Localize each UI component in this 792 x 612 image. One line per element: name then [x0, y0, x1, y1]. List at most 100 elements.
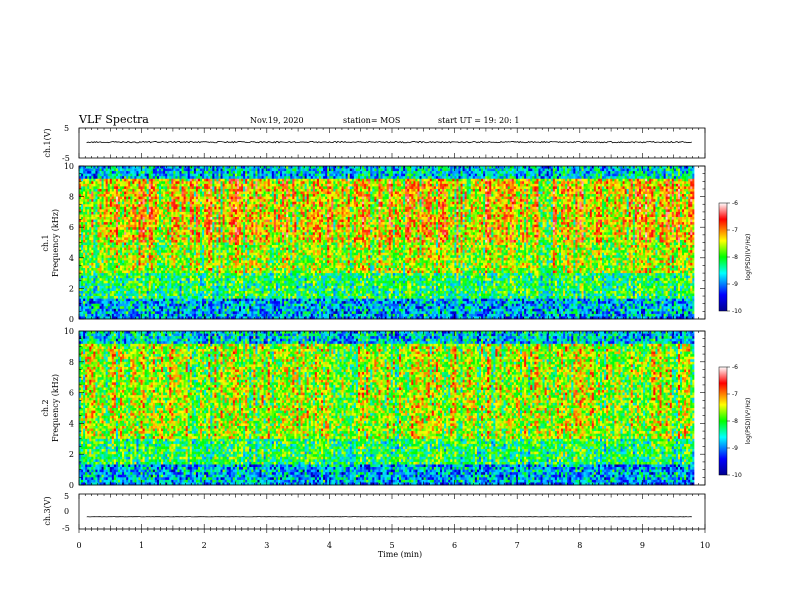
spectrogram-cell: [231, 276, 233, 279]
spectrogram-cell: [151, 271, 153, 274]
spectrogram-cell: [163, 294, 165, 297]
spectrogram-cell: [235, 294, 237, 297]
spectrogram-cell: [231, 286, 233, 289]
spectrogram-cell: [118, 174, 120, 177]
spectrogram-cell: [227, 294, 229, 297]
spectrogram-cell: [182, 301, 184, 304]
spectrogram-cell: [97, 207, 99, 210]
spectrogram-cell: [190, 278, 192, 281]
spectrogram-cell: [102, 171, 104, 174]
spectrogram-cell: [165, 265, 167, 268]
spectrogram-cell: [165, 204, 167, 207]
spectrogram-cell: [85, 181, 87, 184]
spectrogram-cell: [173, 301, 175, 304]
spectrogram-cell: [218, 276, 220, 279]
spectrogram-cell: [182, 314, 184, 317]
spectrogram-cell: [192, 222, 194, 225]
spectrogram-cell: [100, 225, 102, 228]
spectrogram-cell: [108, 237, 110, 240]
spectrogram-cell: [190, 171, 192, 174]
spectrogram-cell: [110, 212, 112, 215]
spectrogram-cell: [190, 276, 192, 279]
spectrogram-cell: [87, 181, 89, 184]
spectrogram-cell: [216, 281, 218, 284]
spectrogram-cell: [190, 265, 192, 268]
spectrogram-cell: [126, 227, 128, 230]
spectrogram-cell: [102, 222, 104, 225]
spectrogram-cell: [182, 286, 184, 289]
spectrogram-cell: [223, 235, 225, 238]
spectrogram-cell: [112, 273, 114, 276]
spectrogram-cell: [208, 204, 210, 207]
spectrogram-cell: [114, 268, 116, 271]
spectrogram-cell: [190, 301, 192, 304]
spectrogram-cell: [237, 276, 239, 279]
spectrogram-cell: [112, 283, 114, 286]
spectrogram-cell: [235, 286, 237, 289]
spectrogram-cell: [184, 199, 186, 202]
spectrogram-cell: [161, 268, 163, 271]
spectrogram-cell: [149, 278, 151, 281]
spectrogram-cell: [206, 235, 208, 238]
spectrogram-cell: [151, 174, 153, 177]
spectrogram-cell: [122, 248, 124, 251]
spectrogram-cell: [112, 227, 114, 230]
spectrogram-cell: [180, 197, 182, 200]
spectrogram-cell: [192, 301, 194, 304]
spectrogram-cell: [241, 176, 243, 179]
spectrogram-cell: [100, 291, 102, 294]
spectrogram-cell: [89, 276, 91, 279]
spectrogram-cell: [112, 169, 114, 172]
spectrogram-cell: [159, 314, 161, 317]
spectrogram-cell: [102, 207, 104, 210]
spectrogram-cell: [182, 278, 184, 281]
spectrogram-cell: [87, 194, 89, 197]
spectrogram-cell: [118, 299, 120, 302]
spectrogram-cell: [212, 189, 214, 192]
spectrogram-cell: [188, 294, 190, 297]
spectrogram-cell: [175, 250, 177, 253]
spectrogram-cell: [95, 189, 97, 192]
spectrogram-cell: [235, 250, 237, 253]
spectrogram-cell: [143, 314, 145, 317]
spectrogram-cell: [87, 263, 89, 266]
spectrogram-cell: [128, 171, 130, 174]
spectrogram-cell: [188, 192, 190, 195]
spectrogram-cell: [116, 276, 118, 279]
spectrogram-cell: [177, 197, 179, 200]
spectrogram-cell: [188, 237, 190, 240]
spectrogram-cell: [106, 204, 108, 207]
spectrogram-cell: [143, 281, 145, 284]
spectrogram-cell: [102, 299, 104, 302]
spectrogram-cell: [188, 250, 190, 253]
spectrogram-cell: [233, 217, 235, 220]
spectrogram-cell: [208, 189, 210, 192]
spectrogram-cell: [89, 235, 91, 238]
spectrogram-cell: [89, 240, 91, 243]
spectrogram-cell: [157, 197, 159, 200]
spectrogram-cell: [177, 304, 179, 307]
spectrogram-cell: [169, 311, 171, 314]
spectrogram-cell: [126, 220, 128, 223]
spectrogram-cell: [206, 311, 208, 314]
spectrogram-cell: [87, 192, 89, 195]
spectrogram-cell: [163, 281, 165, 284]
spectrogram-cell: [208, 230, 210, 233]
spectrogram-cell: [143, 268, 145, 271]
spectrogram-cell: [81, 235, 83, 238]
spectrogram-cell: [122, 245, 124, 248]
spectrogram-cell: [83, 243, 85, 246]
spectrogram-cell: [106, 235, 108, 238]
spectrogram-cell: [87, 197, 89, 200]
spectrogram-cell: [85, 253, 87, 256]
spectrogram-cell: [130, 176, 132, 179]
spectrogram-cell: [112, 222, 114, 225]
spectrogram-cell: [208, 222, 210, 225]
spectrogram-cell: [85, 258, 87, 261]
spectrogram-cell: [149, 281, 151, 284]
spectrogram-cell: [89, 263, 91, 266]
spectrogram-cell: [237, 255, 239, 258]
spectrogram-cell: [180, 258, 182, 261]
spectrogram-cell: [120, 268, 122, 271]
spectrogram-cell: [188, 265, 190, 268]
